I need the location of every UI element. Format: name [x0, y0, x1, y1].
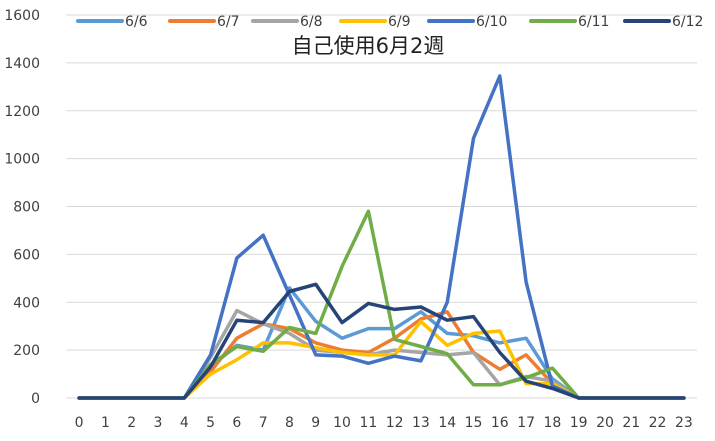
- x-tick-label: 11: [359, 415, 377, 431]
- y-tick-label: 1400: [4, 56, 40, 72]
- legend: 6/6 6/7 6/8 6/9 6/10 6/11 6/12: [76, 14, 703, 30]
- x-tick-label: 14: [438, 415, 456, 431]
- legend-label: 6/11: [578, 14, 609, 30]
- y-tick-label: 200: [13, 343, 40, 359]
- series-lines: [77, 74, 686, 400]
- y-tick-label: 400: [13, 295, 40, 311]
- x-tick-label: 1: [101, 415, 110, 431]
- x-tick-label: 5: [206, 415, 215, 431]
- legend-label: 6/9: [388, 14, 411, 30]
- legend-label: 6/8: [300, 14, 323, 30]
- x-tick-label: 9: [311, 415, 320, 431]
- x-tick-label: 19: [570, 415, 588, 431]
- x-tick-label: 6: [232, 415, 241, 431]
- x-tick-label: 17: [517, 415, 535, 431]
- x-tick-label: 0: [75, 415, 84, 431]
- y-tick-label: 800: [13, 200, 40, 216]
- y-tick-label: 0: [31, 391, 40, 407]
- series-line-6-12: [77, 282, 686, 400]
- x-tick-label: 21: [622, 415, 640, 431]
- gridlines: [66, 14, 697, 399]
- x-tick-label: 13: [412, 415, 430, 431]
- x-tick-label: 23: [675, 415, 693, 431]
- y-tick-label: 1200: [4, 104, 40, 120]
- legend-label: 6/10: [476, 14, 507, 30]
- x-axis-ticks: 0 1 2 3 4 5 6 7 8 9 10 11 12 13 14 15 16 17 18 19 20 21 22 23: [75, 415, 693, 431]
- x-tick-label: 10: [333, 415, 351, 431]
- x-tick-label: 12: [386, 415, 404, 431]
- y-tick-label: 1600: [4, 8, 40, 24]
- x-tick-label: 3: [154, 415, 163, 431]
- x-tick-label: 20: [596, 415, 614, 431]
- x-tick-label: 22: [649, 415, 667, 431]
- x-tick-label: 4: [180, 415, 189, 431]
- y-tick-label: 1000: [4, 152, 40, 168]
- x-tick-label: 16: [491, 415, 509, 431]
- y-axis-ticks: 0 200 400 600 800 1000 1200 1400 1600: [4, 8, 40, 407]
- x-tick-label: 18: [543, 415, 561, 431]
- legend-label: 6/12: [672, 14, 703, 30]
- legend-label: 6/7: [217, 14, 240, 30]
- x-tick-label: 15: [465, 415, 483, 431]
- x-tick-label: 8: [285, 415, 294, 431]
- legend-label: 6/6: [125, 14, 148, 30]
- x-tick-label: 7: [259, 415, 268, 431]
- y-tick-label: 600: [13, 247, 40, 263]
- chart-title: 自己使用6月2週: [292, 34, 445, 58]
- x-tick-label: 2: [127, 415, 136, 431]
